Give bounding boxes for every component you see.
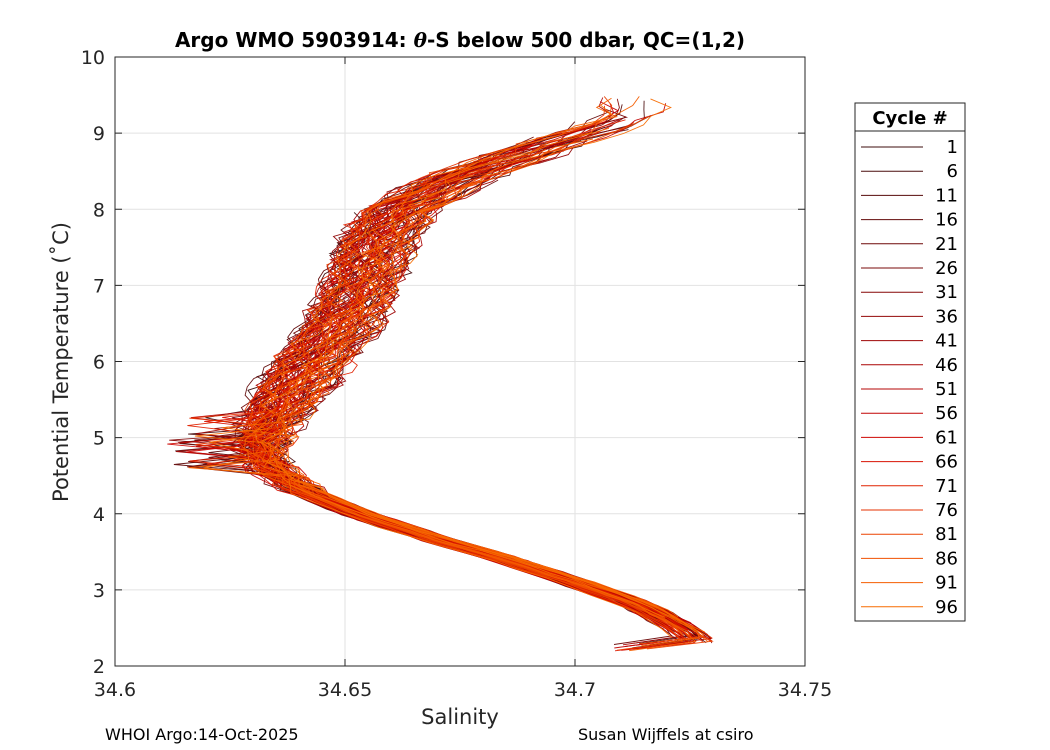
legend-label: 96 — [935, 597, 958, 618]
legend-label: 46 — [935, 355, 958, 376]
legend: Cycle # 16111621263136414651566166717681… — [854, 102, 966, 622]
x-tick-label: 34.75 — [778, 679, 832, 701]
legend-label: 11 — [935, 185, 958, 206]
x-tick-label: 34.6 — [94, 679, 136, 701]
legend-label: 61 — [935, 427, 958, 448]
profile-line-cycle-94 — [244, 97, 697, 652]
legend-label: 1 — [947, 137, 958, 158]
legend-label: 66 — [935, 452, 958, 473]
legend-label: 56 — [935, 403, 958, 424]
profile-line-cycle-93 — [188, 138, 705, 633]
profile-line-cycle-100 — [222, 98, 675, 619]
profile-lines — [167, 96, 714, 652]
x-tick-label: 34.65 — [318, 679, 372, 701]
profile-line-cycle-95 — [228, 198, 679, 618]
legend-label: 71 — [935, 476, 958, 497]
legend-label: 86 — [935, 548, 958, 569]
chart-title: Argo WMO 5903914: θ-S below 500 dbar, QC… — [175, 28, 745, 52]
legend-label: 21 — [935, 234, 958, 255]
y-tick-label: 8 — [93, 199, 105, 221]
y-tick-label: 3 — [93, 580, 105, 602]
legend-label: 36 — [935, 306, 958, 327]
legend-label: 81 — [935, 524, 958, 545]
legend-label: 26 — [935, 258, 958, 279]
y-tick-label: 5 — [93, 428, 105, 450]
y-tick-label: 2 — [93, 656, 105, 678]
profile-line-cycle-96 — [261, 174, 666, 618]
grid-lines — [115, 57, 805, 666]
legend-label: 91 — [935, 573, 958, 594]
y-tick-label: 9 — [93, 123, 105, 145]
y-tick-label: 7 — [93, 275, 105, 297]
y-axis-label: Potential Temperature (˚C) — [49, 222, 73, 502]
axis-ticks: 34.6 34.65 34.7 34.75 2 3 4 5 6 7 8 9 10 — [81, 47, 832, 701]
x-axis-label: Salinity — [421, 705, 499, 729]
legend-label: 41 — [935, 331, 958, 352]
legend-label: 16 — [935, 210, 958, 231]
y-tick-label: 4 — [93, 504, 105, 526]
footer-left: WHOI Argo:14-Oct-2025 — [105, 725, 299, 744]
y-tick-label: 10 — [81, 47, 105, 69]
legend-title: Cycle # — [872, 108, 947, 129]
legend-label: 31 — [935, 282, 958, 303]
x-tick-label: 34.7 — [554, 679, 596, 701]
profile-line-cycle-89 — [272, 145, 693, 640]
legend-label: 76 — [935, 500, 958, 521]
legend-label: 51 — [935, 379, 958, 400]
profile-line-cycle-98 — [203, 127, 673, 638]
y-tick-label: 6 — [93, 352, 105, 374]
legend-label: 6 — [947, 161, 958, 182]
footer-right: Susan Wijffels at csiro — [578, 725, 754, 744]
